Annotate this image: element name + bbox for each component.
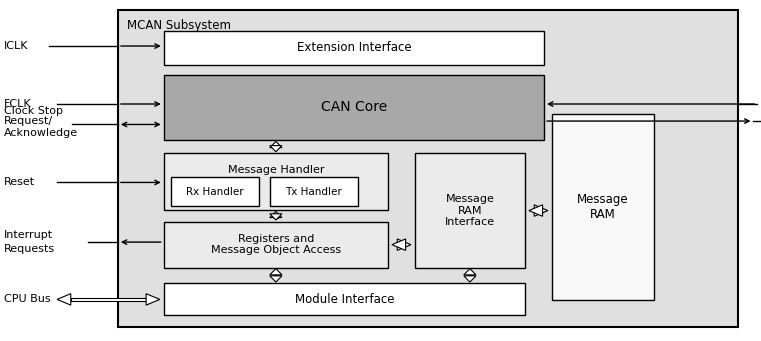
- Bar: [415, 153, 525, 268]
- Polygon shape: [269, 214, 282, 220]
- Polygon shape: [397, 239, 411, 250]
- Polygon shape: [57, 294, 71, 305]
- Text: Reset: Reset: [4, 177, 35, 188]
- Bar: [164, 31, 544, 65]
- Bar: [552, 114, 654, 300]
- Polygon shape: [464, 276, 476, 282]
- Text: Interrupt: Interrupt: [4, 230, 53, 240]
- Polygon shape: [392, 239, 406, 250]
- Polygon shape: [146, 294, 160, 305]
- Polygon shape: [269, 276, 282, 282]
- Bar: [164, 153, 388, 210]
- Bar: [164, 75, 544, 140]
- Bar: [274, 214, 279, 218]
- Text: Requests: Requests: [4, 244, 55, 254]
- Bar: [534, 209, 543, 212]
- Polygon shape: [269, 211, 282, 218]
- Text: ICLK: ICLK: [4, 41, 28, 51]
- Polygon shape: [534, 205, 548, 216]
- Bar: [270, 177, 358, 206]
- Text: MCAN Subsystem: MCAN Subsystem: [127, 19, 231, 32]
- Text: Message
RAM
Interface: Message RAM Interface: [445, 194, 495, 227]
- Polygon shape: [269, 146, 282, 152]
- Bar: [397, 243, 406, 246]
- Bar: [274, 146, 279, 148]
- Polygon shape: [269, 269, 282, 275]
- Text: Rx Handler: Rx Handler: [186, 187, 244, 197]
- Polygon shape: [464, 269, 476, 275]
- Text: Tx Handler: Tx Handler: [285, 187, 342, 197]
- Text: Message
RAM: Message RAM: [578, 193, 629, 221]
- Bar: [164, 283, 525, 315]
- Text: CAN Core: CAN Core: [320, 100, 387, 115]
- Bar: [274, 275, 279, 276]
- Bar: [171, 177, 259, 206]
- Text: FCLK: FCLK: [4, 99, 31, 109]
- Bar: [164, 222, 388, 268]
- Bar: [71, 298, 146, 301]
- Text: Request/: Request/: [4, 116, 53, 126]
- Bar: [467, 275, 473, 276]
- Text: Acknowledge: Acknowledge: [4, 128, 78, 138]
- Text: Registers and
Message Object Access: Registers and Message Object Access: [211, 234, 341, 255]
- Polygon shape: [529, 205, 543, 216]
- Text: CPU Bus: CPU Bus: [4, 294, 50, 305]
- Text: Extension Interface: Extension Interface: [297, 41, 411, 54]
- Text: Message Handler: Message Handler: [228, 165, 324, 175]
- Bar: [118, 10, 738, 327]
- Text: Module Interface: Module Interface: [295, 293, 394, 306]
- Polygon shape: [269, 142, 282, 148]
- Text: Clock Stop: Clock Stop: [4, 106, 63, 116]
